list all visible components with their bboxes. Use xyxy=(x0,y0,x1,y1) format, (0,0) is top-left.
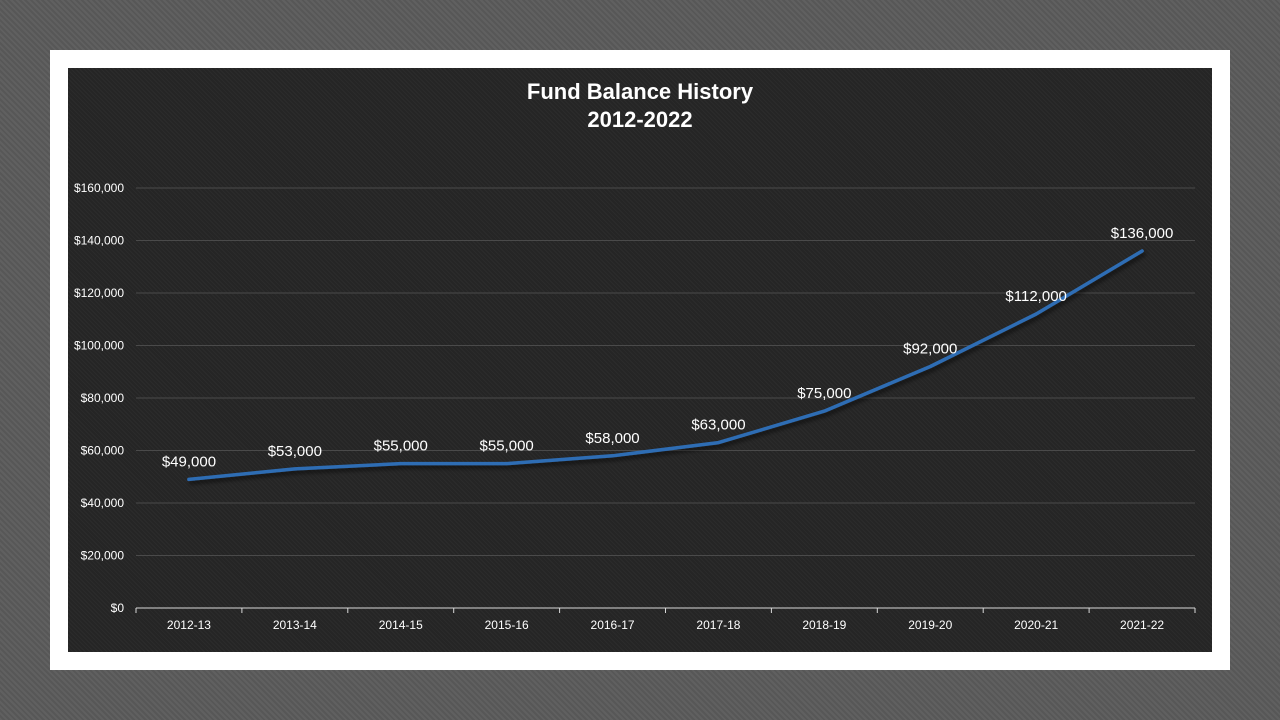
data-label: $53,000 xyxy=(268,443,322,460)
data-label: $55,000 xyxy=(480,438,534,455)
y-axis-tick-labels: $0 $20,000 $40,000 $60,000 $80,000 $100,000 $1… xyxy=(74,181,124,615)
x-tick-label: 2020-21 xyxy=(1014,618,1058,632)
data-label: $55,000 xyxy=(374,438,428,455)
data-label: $112,000 xyxy=(1005,288,1066,305)
gridlines xyxy=(136,187,1195,556)
y-tick-label: $0 xyxy=(111,601,125,615)
y-tick-label: $40,000 xyxy=(81,496,125,510)
series-line xyxy=(187,249,1144,482)
x-tick-label: 2019-20 xyxy=(908,618,952,632)
x-tick-label: 2013-14 xyxy=(273,618,317,632)
y-tick-label: $20,000 xyxy=(81,549,125,563)
data-labels: $49,000 $53,000 $55,000 $55,000 $58,000 $63,0… xyxy=(162,225,1174,470)
chart-title: Fund Balance History xyxy=(526,79,754,104)
chart-title-block: Fund Balance History 2012-2022 xyxy=(68,78,1212,134)
y-tick-label: $120,000 xyxy=(74,286,124,300)
x-tick-label: 2014-15 xyxy=(379,618,423,632)
series-line-group xyxy=(187,249,1144,482)
x-tick-label: 2018-19 xyxy=(802,618,846,632)
chart-area xyxy=(68,68,1212,652)
data-label: $49,000 xyxy=(162,453,216,470)
x-tick-label: 2012-13 xyxy=(167,618,211,632)
y-tick-label: $100,000 xyxy=(74,339,124,353)
y-tick-label: $80,000 xyxy=(81,391,125,405)
y-tick-label: $140,000 xyxy=(74,234,124,248)
x-tick-label: 2021-22 xyxy=(1120,618,1164,632)
y-tick-label: $160,000 xyxy=(74,181,124,195)
data-label: $58,000 xyxy=(585,430,639,447)
x-tick-label: 2017-18 xyxy=(696,618,740,632)
x-tick-label: 2016-17 xyxy=(591,618,635,632)
x-tick-label: 2015-16 xyxy=(485,618,529,632)
chart-subtitle: 2012-2022 xyxy=(587,107,693,132)
data-label: $63,000 xyxy=(691,417,745,434)
x-axis xyxy=(135,607,1196,613)
data-label: $136,000 xyxy=(1111,225,1174,242)
data-label: $92,000 xyxy=(903,341,957,358)
y-tick-label: $60,000 xyxy=(81,444,125,458)
data-label: $75,000 xyxy=(797,385,851,402)
x-axis-tick-labels: 2012-13 2013-14 2014-15 2015-16 2016-17 2017-… xyxy=(167,618,1164,632)
